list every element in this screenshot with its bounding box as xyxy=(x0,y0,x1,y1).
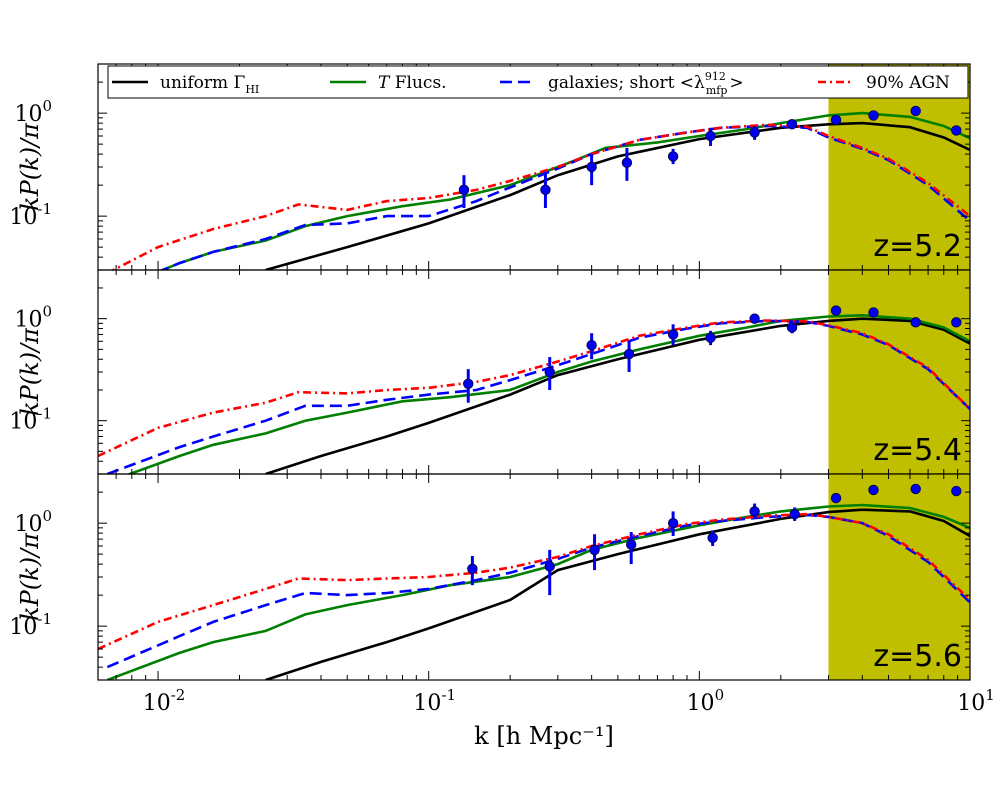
data-point xyxy=(830,492,842,504)
data-point xyxy=(830,305,842,316)
x-tick-label: 10-2 xyxy=(143,686,186,716)
data-point xyxy=(789,509,800,520)
y-tick-label: 100 xyxy=(14,303,52,333)
panel-label: z=5.4 xyxy=(873,433,962,468)
series-line-galaxies xyxy=(106,319,970,474)
data-point xyxy=(544,366,555,378)
data-point xyxy=(786,322,798,333)
panel-label: z=5.2 xyxy=(873,229,962,264)
data-point xyxy=(951,485,962,497)
data-point xyxy=(868,484,879,496)
data-point xyxy=(705,130,716,142)
data-point xyxy=(463,378,474,389)
y-tick-label: 10-1 xyxy=(9,610,52,640)
data-point xyxy=(707,532,718,544)
series-line-uniform xyxy=(265,121,970,270)
series-line-galaxies xyxy=(106,513,970,669)
series-line-tflucs xyxy=(125,313,970,474)
data-point xyxy=(910,317,921,328)
data-point xyxy=(589,544,600,556)
legend-label-agn: 90% AGN xyxy=(866,73,950,93)
data-point xyxy=(623,348,635,360)
legend-label-galaxies: galaxies; short <λ912 mfp > xyxy=(548,70,744,97)
data-point xyxy=(667,151,679,162)
data-point xyxy=(458,184,470,196)
shaded-region xyxy=(828,270,970,474)
y-axis-label: kP(k)/π xyxy=(16,122,44,211)
data-point xyxy=(910,105,921,117)
data-point xyxy=(540,184,551,196)
y-axis-label: kP(k)/π xyxy=(16,532,44,621)
y-tick-label: 10-1 xyxy=(9,200,52,230)
data-point xyxy=(868,110,879,121)
data-point xyxy=(621,157,633,168)
data-point xyxy=(586,161,597,173)
panel-label: z=5.6 xyxy=(873,639,962,674)
y-axis-label: kP(k)/π xyxy=(16,327,44,416)
legend-label-tflucs: T Flucs. xyxy=(378,73,447,93)
data-point xyxy=(544,561,555,572)
data-point xyxy=(951,125,962,136)
series-line-agn xyxy=(98,512,970,651)
data-point xyxy=(586,339,597,351)
x-tick-label: 100 xyxy=(687,686,725,716)
series-line-tflucs xyxy=(106,503,970,680)
y-tick-label: 100 xyxy=(14,97,52,127)
data-point xyxy=(625,539,637,550)
data-point xyxy=(705,332,716,343)
series-line-uniform xyxy=(265,508,970,680)
data-point xyxy=(467,563,478,575)
data-point xyxy=(868,307,879,318)
data-point xyxy=(786,119,798,130)
x-tick-label: 10-1 xyxy=(413,686,456,716)
data-point xyxy=(749,127,760,138)
data-point xyxy=(749,506,760,517)
series-line-agn xyxy=(98,319,970,458)
series-line-uniform xyxy=(265,317,970,474)
legend: uniform ΓHI T Flucs. galaxies; short <λ912… xyxy=(107,65,969,99)
data-point xyxy=(910,483,921,495)
x-axis-label: k [h Mpc⁻¹] xyxy=(474,722,614,750)
series-line-agn xyxy=(110,123,970,270)
x-tick-label: 101 xyxy=(957,686,995,716)
data-point xyxy=(667,517,679,529)
data-point xyxy=(749,313,760,324)
data-point xyxy=(951,317,962,328)
y-tick-label: 10-1 xyxy=(9,405,52,435)
y-tick-label: 100 xyxy=(14,507,52,537)
data-point xyxy=(667,329,679,340)
data-point xyxy=(830,114,842,126)
legend-label-uniform: uniform ΓHI xyxy=(160,73,259,96)
